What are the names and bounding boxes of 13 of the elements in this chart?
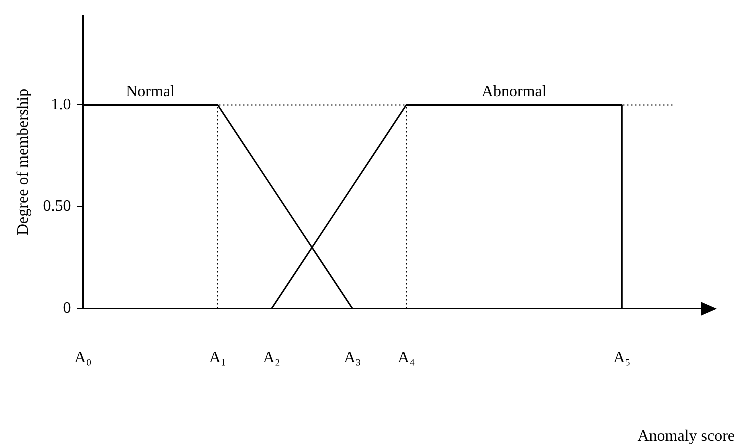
series-label: Normal <box>126 83 176 100</box>
y-tick-label: 0.50 <box>43 198 72 216</box>
x-tick-label: A₁ <box>209 350 227 367</box>
series-label: Abnormal <box>482 83 548 100</box>
y-tick-label: 1.0 <box>51 96 72 114</box>
x-axis-title: Anomaly score <box>638 428 735 446</box>
x-tick-label: A₅ <box>614 350 631 367</box>
y-axis-title: Degree of membership <box>14 88 32 236</box>
y-tick-label: 0 <box>63 300 72 318</box>
x-tick-label: A₃ <box>344 350 362 367</box>
x-tick-label: A₂ <box>263 350 280 367</box>
x-tick-label: A₄ <box>398 350 416 367</box>
x-tick-label: A₀ <box>74 350 92 367</box>
